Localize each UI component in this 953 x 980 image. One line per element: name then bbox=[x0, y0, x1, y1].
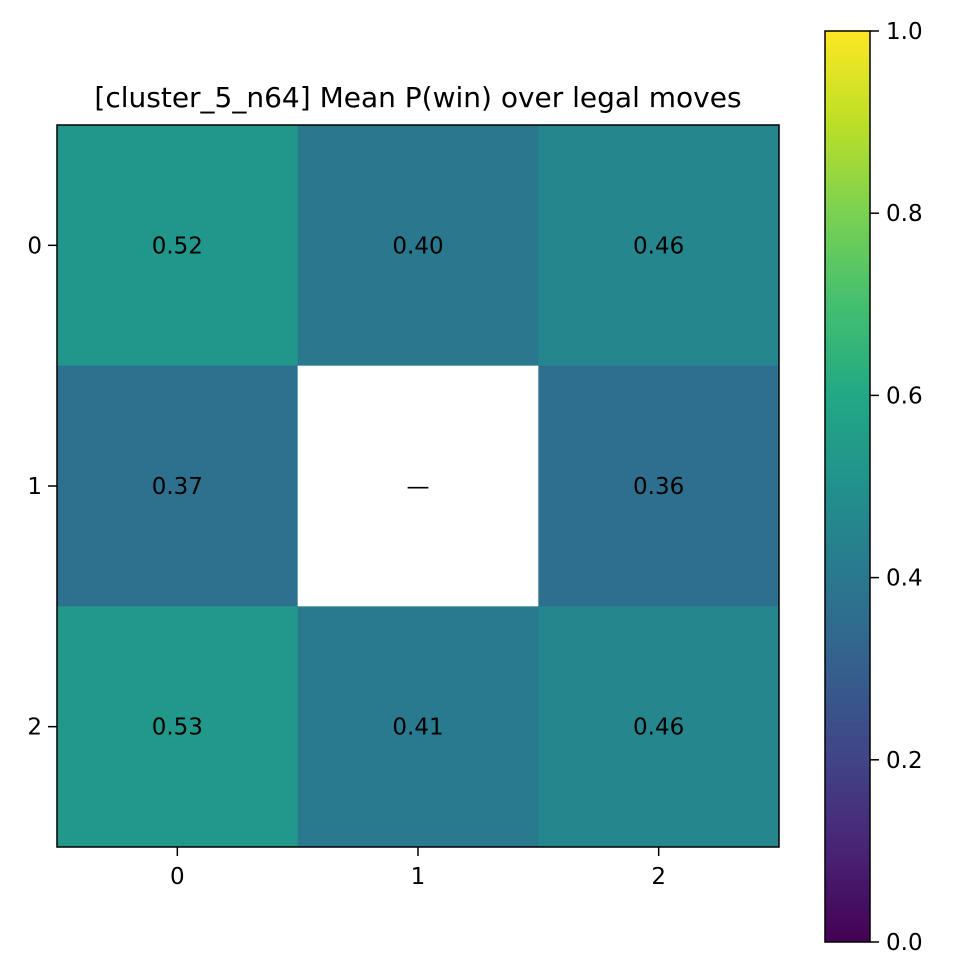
y-tick-label-1: 1 bbox=[27, 474, 42, 500]
heatmap-cell-0-2 bbox=[538, 125, 780, 367]
cell-label-0-0: 0.52 bbox=[152, 233, 203, 259]
cell-label-0-2: 0.46 bbox=[633, 233, 684, 259]
heatmap-cell-1-0 bbox=[57, 365, 299, 607]
heatmap-cells bbox=[57, 125, 780, 848]
y-tick-label-2: 2 bbox=[27, 715, 42, 741]
chart-title: [cluster_5_n64] Mean P(win) over legal m… bbox=[94, 81, 741, 114]
colorbar-ticks: 0.0 0.2 0.4 0.6 0.8 1.0 bbox=[870, 19, 923, 956]
colorbar-tick-label-5: 1.0 bbox=[886, 19, 923, 45]
heatmap-cell-2-0 bbox=[57, 606, 299, 848]
x-tick-label-2: 2 bbox=[651, 864, 666, 890]
colorbar-tick-label-4: 0.8 bbox=[886, 201, 923, 227]
cell-label-1-2: 0.36 bbox=[633, 474, 684, 500]
x-axis-ticks: 0 1 2 bbox=[170, 847, 666, 890]
colorbar bbox=[824, 30, 871, 943]
heatmap-cell-2-1 bbox=[297, 606, 539, 848]
heatmap-cell-1-2 bbox=[538, 365, 780, 607]
cell-label-0-1: 0.40 bbox=[392, 233, 443, 259]
y-tick-label-0: 0 bbox=[27, 233, 42, 259]
x-tick-label-0: 0 bbox=[170, 864, 185, 890]
colorbar-tick-label-2: 0.4 bbox=[886, 566, 923, 592]
cell-label-2-1: 0.41 bbox=[392, 715, 443, 741]
x-tick-label-1: 1 bbox=[411, 864, 426, 890]
colorbar-tick-label-0: 0.0 bbox=[886, 930, 923, 956]
colorbar-tick-label-1: 0.2 bbox=[886, 748, 923, 774]
colorbar-tick-label-3: 0.6 bbox=[886, 383, 923, 409]
heatmap-cell-0-1 bbox=[297, 125, 539, 367]
cell-label-2-0: 0.53 bbox=[152, 715, 203, 741]
heatmap-cell-2-2 bbox=[538, 606, 780, 848]
cell-label-2-2: 0.46 bbox=[633, 715, 684, 741]
heatmap-cell-0-0 bbox=[57, 125, 299, 367]
cell-label-1-1: — bbox=[407, 474, 430, 500]
heatmap-cell-labels: 0.52 0.40 0.46 0.37 — 0.36 0.53 0.41 0.46 bbox=[152, 233, 685, 740]
y-axis-ticks: 0 1 2 bbox=[27, 233, 57, 741]
cell-label-1-0: 0.37 bbox=[152, 474, 203, 500]
heatmap-cell-1-1 bbox=[297, 365, 539, 607]
